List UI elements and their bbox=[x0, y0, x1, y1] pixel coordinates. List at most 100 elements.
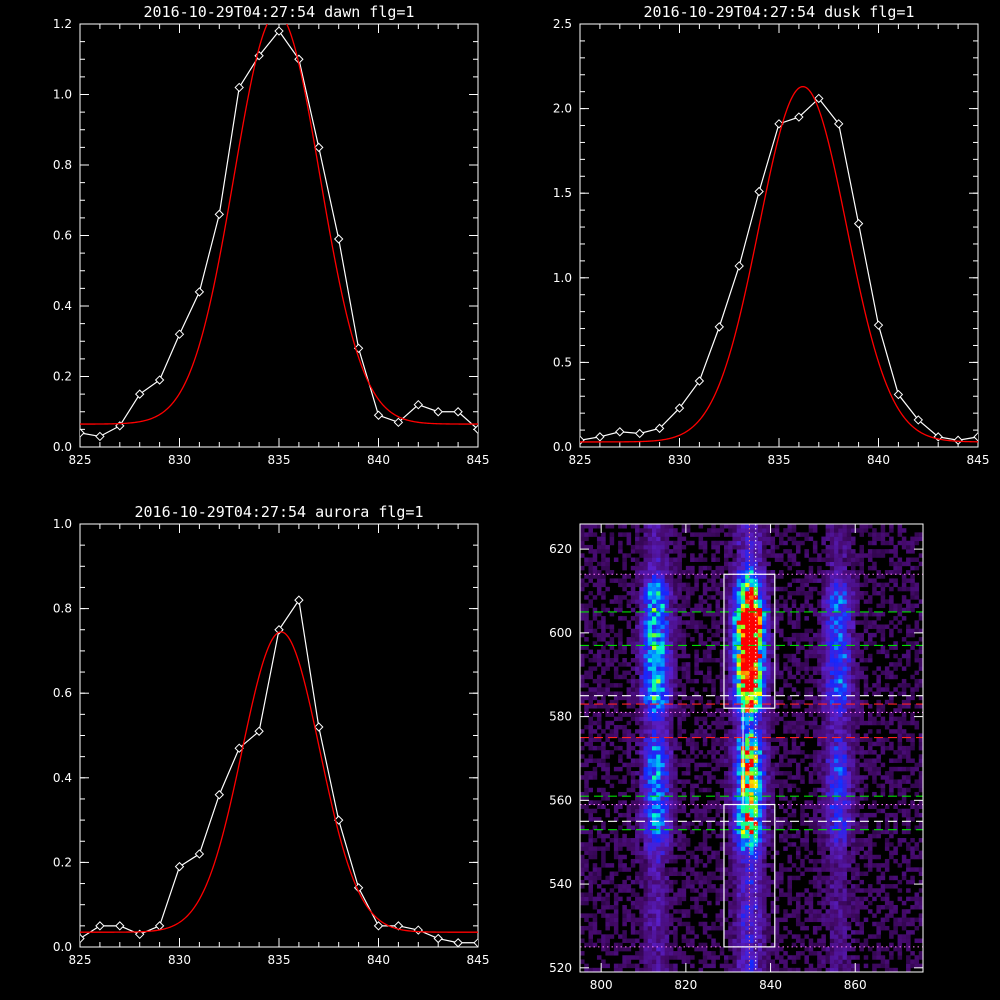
image-pixel bbox=[660, 942, 665, 948]
image-pixel bbox=[774, 909, 780, 914]
image-pixel bbox=[842, 796, 848, 801]
image-pixel bbox=[626, 955, 632, 960]
image-pixel bbox=[723, 649, 729, 655]
image-pixel bbox=[647, 745, 653, 751]
image-pixel bbox=[613, 946, 619, 952]
image-pixel bbox=[626, 637, 632, 642]
image-pixel bbox=[694, 754, 699, 759]
image-pixel bbox=[707, 888, 712, 893]
image-pixel bbox=[673, 708, 678, 713]
image-pixel bbox=[651, 959, 657, 964]
image-pixel bbox=[851, 946, 856, 952]
image-pixel bbox=[749, 691, 754, 696]
image-pixel bbox=[804, 955, 809, 960]
image-pixel bbox=[622, 670, 627, 676]
image-pixel bbox=[668, 657, 674, 663]
image-pixel bbox=[876, 951, 881, 956]
image-pixel bbox=[728, 946, 733, 952]
image-pixel bbox=[613, 854, 619, 860]
dawn-y-tick-label: 0.2 bbox=[53, 370, 72, 384]
image-pixel bbox=[677, 800, 682, 805]
image-pixel bbox=[829, 662, 835, 667]
image-pixel bbox=[829, 666, 835, 671]
image-pixel bbox=[702, 674, 708, 680]
image-pixel bbox=[812, 695, 818, 701]
image-pixel bbox=[647, 716, 653, 722]
image-pixel bbox=[808, 867, 814, 872]
image-pixel bbox=[817, 787, 822, 793]
image-pixel bbox=[859, 946, 865, 952]
image-pixel bbox=[664, 842, 670, 847]
image-pixel bbox=[770, 804, 776, 810]
image-pixel bbox=[774, 925, 780, 931]
image-pixel bbox=[728, 775, 733, 780]
image-pixel bbox=[762, 754, 767, 759]
image-pixel bbox=[825, 796, 831, 801]
image-pixel bbox=[757, 653, 763, 659]
image-pixel bbox=[732, 678, 737, 684]
image-pixel bbox=[639, 946, 644, 952]
image-pixel bbox=[677, 829, 682, 835]
image-pixel bbox=[766, 720, 771, 726]
image-pixel bbox=[901, 691, 907, 696]
image-pixel bbox=[626, 812, 632, 818]
image-pixel bbox=[779, 879, 784, 885]
image-pixel bbox=[584, 762, 589, 768]
image-pixel bbox=[800, 951, 805, 956]
image-pixel bbox=[762, 812, 767, 818]
image-pixel bbox=[681, 645, 687, 650]
image-pixel bbox=[690, 637, 695, 642]
image-pixel bbox=[728, 758, 733, 763]
image-pixel bbox=[787, 641, 793, 646]
image-pixel bbox=[825, 791, 831, 797]
image-pixel bbox=[812, 804, 818, 810]
image-pixel bbox=[834, 704, 839, 709]
image-pixel bbox=[812, 821, 818, 826]
image-pixel bbox=[766, 850, 771, 856]
image-pixel bbox=[630, 762, 636, 768]
dusk-data-point bbox=[913, 415, 924, 425]
image-pixel bbox=[884, 737, 890, 743]
image-pixel bbox=[584, 653, 589, 659]
image-pixel bbox=[859, 804, 865, 810]
image-pixel bbox=[694, 808, 699, 814]
image-pixel bbox=[715, 699, 721, 705]
image-pixel bbox=[842, 913, 848, 918]
image-pixel bbox=[842, 712, 848, 717]
image-pixel bbox=[580, 854, 585, 860]
image-pixel bbox=[635, 951, 640, 956]
image-pixel bbox=[745, 674, 750, 680]
image-pixel bbox=[723, 637, 729, 642]
image-pixel bbox=[664, 691, 670, 696]
image-pixel bbox=[906, 808, 911, 814]
image-pixel bbox=[702, 737, 708, 743]
image-pixel bbox=[834, 838, 839, 843]
image-pixel bbox=[757, 695, 763, 701]
image-pixel bbox=[851, 754, 856, 759]
image-pixel bbox=[825, 821, 831, 826]
image-pixel bbox=[901, 745, 907, 751]
image-pixel bbox=[855, 909, 860, 914]
image-pixel bbox=[867, 892, 873, 897]
image-pixel bbox=[668, 766, 674, 772]
image-pixel bbox=[618, 712, 623, 717]
image-pixel bbox=[906, 921, 911, 927]
image-pixel bbox=[884, 967, 890, 972]
dusk-data-line bbox=[580, 97, 978, 441]
image-pixel bbox=[749, 913, 754, 918]
image-pixel bbox=[584, 896, 589, 902]
image-pixel bbox=[622, 863, 627, 868]
image-pixel bbox=[910, 921, 915, 927]
image-pixel bbox=[685, 632, 691, 638]
image-pixel bbox=[698, 670, 704, 676]
dusk-gaussian-fit-line bbox=[580, 85, 978, 443]
image-pixel bbox=[825, 737, 831, 743]
image-pixel bbox=[643, 879, 649, 885]
image-pixel bbox=[842, 687, 848, 692]
image-pixel bbox=[715, 628, 721, 634]
image-pixel bbox=[825, 754, 831, 759]
image-pixel bbox=[774, 779, 780, 784]
image-pixel bbox=[690, 741, 695, 747]
image-pixel bbox=[855, 808, 860, 814]
image-pixel bbox=[808, 687, 814, 692]
